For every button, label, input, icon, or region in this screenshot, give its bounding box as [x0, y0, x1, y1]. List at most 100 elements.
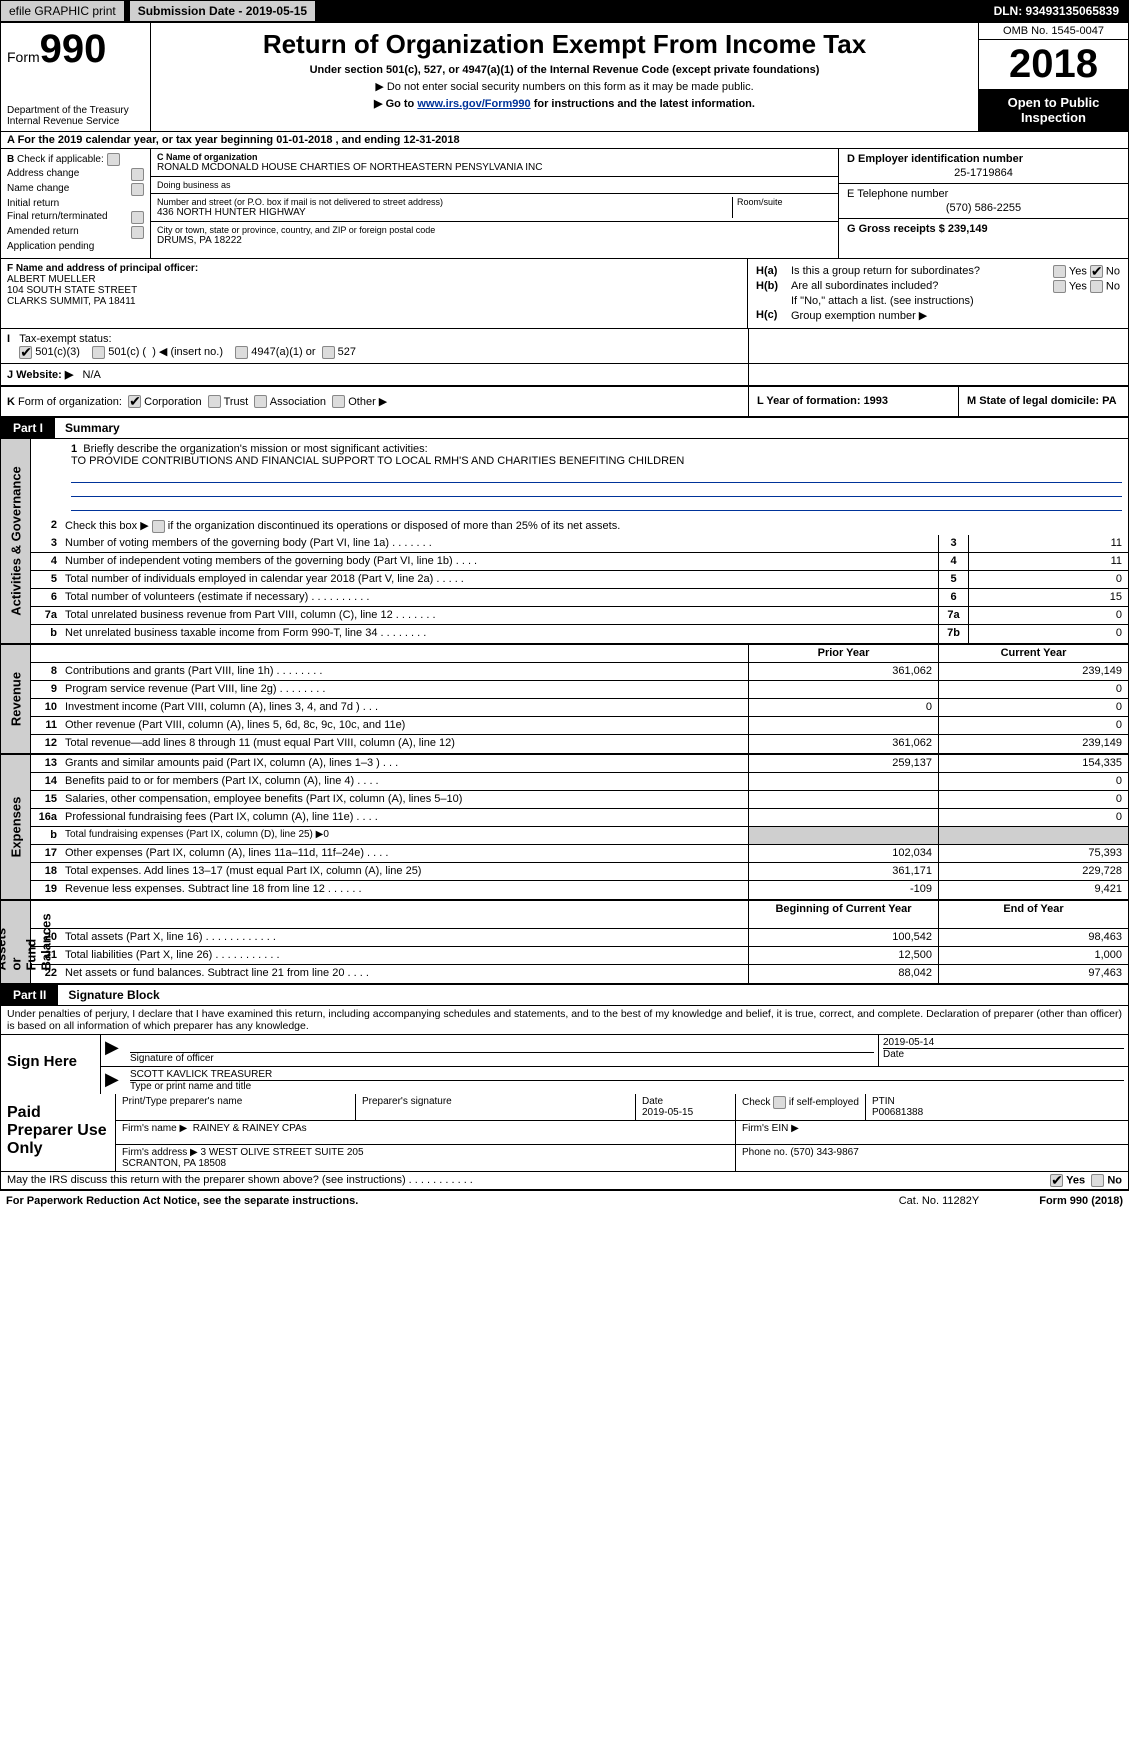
- sub3-pre: ▶ Go to: [374, 98, 417, 110]
- checkbox[interactable]: [131, 168, 144, 181]
- no-label: No: [1107, 1175, 1122, 1187]
- checkbox[interactable]: [208, 395, 221, 408]
- checkbox[interactable]: [235, 346, 248, 359]
- checkbox[interactable]: [1090, 280, 1103, 293]
- row-kl: K Form of organization: Corporation Trus…: [1, 387, 1128, 419]
- form-num: 990: [40, 27, 107, 71]
- checkbox[interactable]: [773, 1096, 786, 1109]
- part-1-title: Summary: [55, 421, 120, 435]
- expense-row: 19Revenue less expenses. Subtract line 1…: [31, 881, 1128, 899]
- addr: 436 NORTH HUNTER HIGHWAY: [157, 207, 732, 218]
- part-2-tag: Part II: [1, 985, 58, 1005]
- expense-row: 15Salaries, other compensation, employee…: [31, 791, 1128, 809]
- opt-amended: Amended return: [7, 226, 79, 239]
- summary-row: 7aTotal unrelated business revenue from …: [31, 607, 1128, 625]
- arrow-icon: ▶: [101, 1035, 126, 1066]
- b-label: B: [7, 154, 14, 165]
- q1-label: Briefly describe the organization's miss…: [83, 443, 427, 455]
- side-gov: Activities & Governance: [1, 439, 31, 643]
- summary-row: 3Number of voting members of the governi…: [31, 535, 1128, 553]
- checkbox[interactable]: [254, 395, 267, 408]
- hb-text: Are all subordinates included?: [791, 280, 1053, 293]
- expense-row: 17Other expenses (Part IX, column (A), l…: [31, 845, 1128, 863]
- revenue-row: 10Investment income (Part VIII, column (…: [31, 699, 1128, 717]
- d-label: D Employer identification number: [847, 153, 1023, 165]
- checkbox-yes[interactable]: [1050, 1174, 1063, 1187]
- omb: OMB No. 1545-0047: [979, 23, 1128, 40]
- sub3-post: for instructions and the latest informat…: [531, 98, 755, 110]
- checkbox[interactable]: [131, 211, 144, 224]
- colhdr-net: Beginning of Current Year End of Year: [31, 901, 1128, 929]
- net-assets: Net Assets or Fund Balances Beginning of…: [1, 901, 1128, 985]
- form-header: Form990 Department of the Treasury Inter…: [1, 23, 1128, 132]
- date-label: Date: [883, 1048, 1124, 1060]
- revenue-row: 12Total revenue—add lines 8 through 11 (…: [31, 735, 1128, 753]
- efile-badge: efile GRAPHIC print: [0, 0, 125, 22]
- irs-link[interactable]: www.irs.gov/Form990: [417, 98, 530, 110]
- expense-row: 14Benefits paid to or for members (Part …: [31, 773, 1128, 791]
- f-label: F Name and address of principal officer:: [7, 263, 198, 274]
- checkbox[interactable]: [107, 153, 120, 166]
- col-b: B Check if applicable: Address change Na…: [1, 149, 151, 258]
- checkbox-corp[interactable]: [128, 395, 141, 408]
- checkbox-checked[interactable]: [1090, 265, 1103, 278]
- discuss-row: May the IRS discuss this return with the…: [1, 1172, 1128, 1190]
- checkbox[interactable]: [1053, 265, 1066, 278]
- opt-name-change: Name change: [7, 183, 69, 196]
- firm-addr-label: Firm's address ▶: [122, 1147, 198, 1158]
- sig-label: Signature of officer: [130, 1053, 874, 1064]
- sign-here-section: Sign Here ▶ Signature of officer 2019-05…: [1, 1035, 1128, 1094]
- hc-text: Group exemption number ▶: [791, 309, 1120, 322]
- part-2-title: Signature Block: [58, 988, 159, 1002]
- subtitle-1: Under section 501(c), 527, or 4947(a)(1)…: [161, 64, 968, 76]
- officer: ALBERT MUELLER 104 SOUTH STATE STREET CL…: [7, 274, 741, 307]
- summary-row: 4Number of independent voting members of…: [31, 553, 1128, 571]
- ha-text: Is this a group return for subordinates?: [791, 265, 1053, 278]
- room-label: Room/suite: [737, 197, 832, 207]
- colhdr-rev: Prior Year Current Year: [31, 645, 1128, 663]
- activities-governance: Activities & Governance 1 Briefly descri…: [1, 439, 1128, 645]
- hdr-prior: Prior Year: [748, 645, 938, 662]
- prep-h5: PTIN: [872, 1096, 895, 1107]
- checkbox-no[interactable]: [1091, 1174, 1104, 1187]
- expense-row: bTotal fundraising expenses (Part IX, co…: [31, 827, 1128, 845]
- hdr-begin: Beginning of Current Year: [748, 901, 938, 928]
- row-i: I Tax-exempt status: 501(c)(3) 501(c) ( …: [1, 329, 1128, 364]
- l-label: L Year of formation: 1993: [757, 395, 888, 407]
- firm-name-label: Firm's name ▶: [122, 1123, 187, 1134]
- revenue-row: 11Other revenue (Part VIII, column (A), …: [31, 717, 1128, 735]
- col-deg: D Employer identification number 25-1719…: [838, 149, 1128, 258]
- subtitle-2: ▶ Do not enter social security numbers o…: [161, 80, 968, 93]
- sig-intro: Under penalties of perjury, I declare th…: [1, 1006, 1128, 1035]
- city: DRUMS, PA 18222: [157, 235, 832, 246]
- checkbox[interactable]: [92, 346, 105, 359]
- ein: 25-1719864: [847, 167, 1120, 179]
- expenses: Expenses 13Grants and similar amounts pa…: [1, 755, 1128, 901]
- phone: (570) 586-2255: [847, 202, 1120, 214]
- checkbox[interactable]: [152, 520, 165, 533]
- revenue-row: 8Contributions and grants (Part VIII, li…: [31, 663, 1128, 681]
- cat-no: Cat. No. 11282Y: [899, 1195, 980, 1207]
- dba-label: Doing business as: [157, 180, 832, 190]
- hdr-curr: Current Year: [938, 645, 1128, 662]
- opt-pending: Application pending: [7, 241, 94, 252]
- website-val: N/A: [83, 369, 101, 381]
- form-number: Form990: [7, 27, 144, 72]
- checkbox[interactable]: [131, 226, 144, 239]
- checkbox[interactable]: [1053, 280, 1066, 293]
- dept: Department of the Treasury Internal Reve…: [7, 105, 129, 127]
- side-exp: Expenses: [1, 755, 31, 899]
- side-rev: Revenue: [1, 645, 31, 753]
- header-right: OMB No. 1545-0047 2018 Open to Public In…: [978, 23, 1128, 131]
- prep-h3: Date: [642, 1096, 663, 1107]
- form-container: Form990 Department of the Treasury Inter…: [0, 22, 1129, 1191]
- col-c: C Name of organization RONALD MCDONALD H…: [151, 149, 838, 258]
- checkbox-501c3[interactable]: [19, 346, 32, 359]
- checkbox[interactable]: [322, 346, 335, 359]
- i-label: Tax-exempt status:: [19, 333, 111, 345]
- firm-ein-label: Firm's EIN ▶: [736, 1121, 1128, 1144]
- checkbox[interactable]: [131, 183, 144, 196]
- checkbox[interactable]: [332, 395, 345, 408]
- discuss-q: May the IRS discuss this return with the…: [7, 1174, 473, 1187]
- expense-row: 18Total expenses. Add lines 13–17 (must …: [31, 863, 1128, 881]
